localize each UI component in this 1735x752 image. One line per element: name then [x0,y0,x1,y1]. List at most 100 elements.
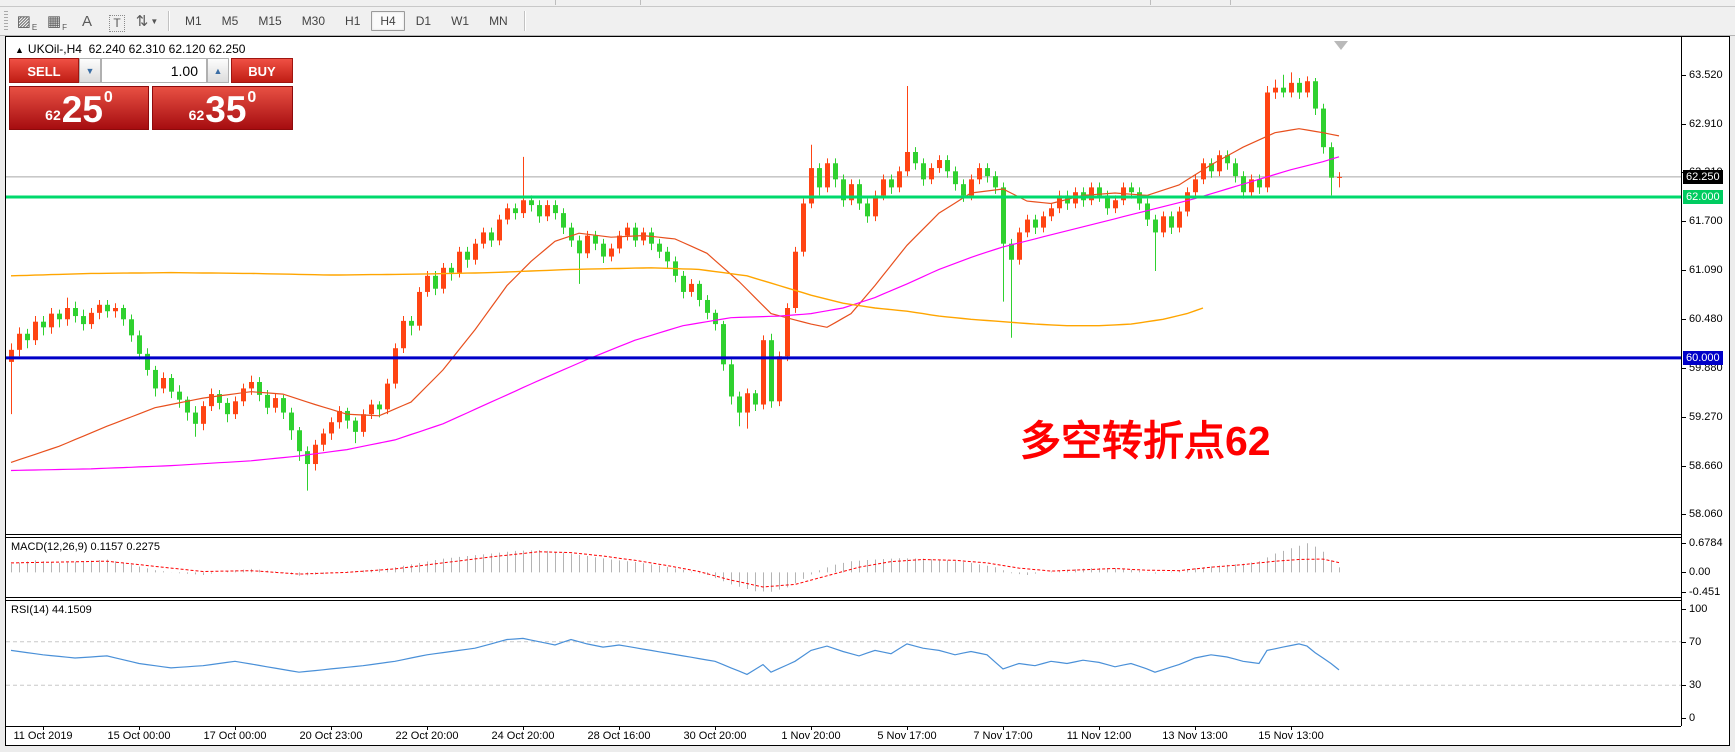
timeframe-button-w1[interactable]: W1 [451,14,470,28]
rsi-tick-30: 30 [1689,679,1702,691]
chart-title: ▲ UKOil-,H4 62.240 62.310 62.120 62.250 [15,42,245,56]
candle-body [841,179,846,201]
candle-body [177,391,182,400]
candle-body [569,227,574,241]
axis-tick-mark [1682,270,1686,271]
axis-tick-mark [1682,592,1686,593]
timeframe-button-mn[interactable]: MN [489,14,508,28]
timeframe-button-m30[interactable]: M30 [301,14,326,28]
timeframe-button-m15[interactable]: M15 [258,14,282,28]
candle-body [153,369,158,389]
timeframe-button-h1[interactable]: H1 [345,14,361,28]
candle-body [1009,243,1014,260]
candle-body [641,232,646,241]
candle-body [1017,232,1022,260]
timeframe-button-h4[interactable]: H4 [371,11,405,31]
price-tick-59.270: 59.270 [1689,411,1723,423]
candle-body [169,377,174,392]
candle-body [689,283,694,292]
text-box-icon: T [109,15,125,32]
text-label-tool-button[interactable]: A [74,10,100,32]
candle-body [425,275,430,292]
main-chart-canvas[interactable] [6,37,1681,534]
sell-price-panel[interactable]: 62 25 0 [9,86,149,130]
hatch-pattern-tool-button[interactable]: ▨ E [14,10,40,32]
sell-button[interactable]: SELL [9,58,79,83]
time-tick-mark [907,727,908,730]
candle-body [121,308,126,320]
macd-indicator-canvas[interactable] [6,538,1681,596]
candle-body [1161,216,1166,233]
chart-text-annotation[interactable]: 多空转折点62 [1020,418,1271,464]
trade-controls-row: SELL ▼ ▲ BUY [9,58,293,83]
candle-body [1329,147,1334,178]
candle-body [561,213,566,228]
toolbar-drag-handle[interactable] [4,11,8,31]
candle-body [817,168,822,188]
time-axis-separator [6,726,1681,727]
candle-body [913,152,918,164]
timeframe-button-m5[interactable]: M5 [221,14,239,28]
window-right-edge [1730,36,1735,752]
candle-body [465,251,470,260]
grid-pattern-tool-button[interactable]: ▦ F [44,10,70,32]
text-box-tool-button[interactable]: T [104,10,130,32]
price-tick-59.880: 59.880 [1689,362,1723,374]
time-tick-mark [619,727,620,730]
top-edge-mark [555,0,556,5]
pane-splitter[interactable] [6,534,1729,535]
candle-body [49,313,54,328]
arrange-objects-tool-button[interactable]: ⇅ ▼ [134,10,160,32]
candle-body [1281,87,1286,93]
price-axis[interactable]: 63.52062.91062.31061.70061.09060.48059.8… [1682,37,1729,726]
timeframe-button-d1[interactable]: D1 [415,14,432,28]
axis-tick-mark [1682,124,1686,125]
timeframe-button-m1[interactable]: M1 [185,14,202,28]
buy-price-panel[interactable]: 62 35 0 [152,86,293,130]
text-label-icon: A [81,13,92,30]
time-tick-mark [1195,727,1196,730]
arrange-objects-icon: ⇅ [135,13,149,30]
candle-body [193,412,198,424]
candle-body [393,348,398,384]
rsi-tick-100: 100 [1689,603,1708,615]
price-tick-60.480: 60.480 [1689,313,1723,325]
candle-body [553,205,558,214]
rsi-indicator-canvas[interactable] [6,601,1681,725]
candle-body [1337,176,1342,178]
candle-body [345,410,350,421]
sell-price-sup: 0 [103,89,113,106]
macd-tick-0.00: 0.00 [1689,566,1711,578]
volume-decrease-button[interactable]: ▼ [79,58,101,83]
time-label: 5 Nov 17:00 [877,730,937,742]
top-edge-mark [640,0,641,5]
time-label: 15 Oct 00:00 [107,730,171,742]
candle-body [545,205,550,217]
candle-body [681,275,686,292]
ma-slow-orange [10,267,1204,327]
candle-body [921,163,926,180]
volume-increase-button[interactable]: ▲ [207,58,229,83]
buy-button[interactable]: BUY [231,58,293,83]
collapse-arrow-icon[interactable]: ▲ [15,45,24,55]
candle-body [825,163,830,188]
pane-splitter[interactable] [6,600,1729,601]
candle-body [25,333,30,341]
axis-tick-mark [1682,221,1686,222]
candle-body [1089,187,1094,201]
volume-input[interactable] [101,58,207,83]
candle-body [145,353,150,370]
time-label: 11 Nov 12:00 [1066,730,1132,742]
rsi-indicator-label: RSI(14) 44.1509 [11,604,92,616]
price-tick-61.700: 61.700 [1689,215,1723,227]
pane-splitter[interactable] [6,597,1729,598]
chart-shift-marker-icon[interactable] [1334,41,1348,50]
time-tick-mark [523,727,524,730]
candle-body [753,393,758,405]
pane-splitter[interactable] [6,537,1729,538]
top-edge-mark [1230,0,1231,5]
top-edge-mark [1150,0,1151,5]
time-axis[interactable]: 11 Oct 2019 15 Oct 00:00 17 Oct 00:00 20 Oc… [6,727,1681,745]
candle-body [361,414,366,432]
